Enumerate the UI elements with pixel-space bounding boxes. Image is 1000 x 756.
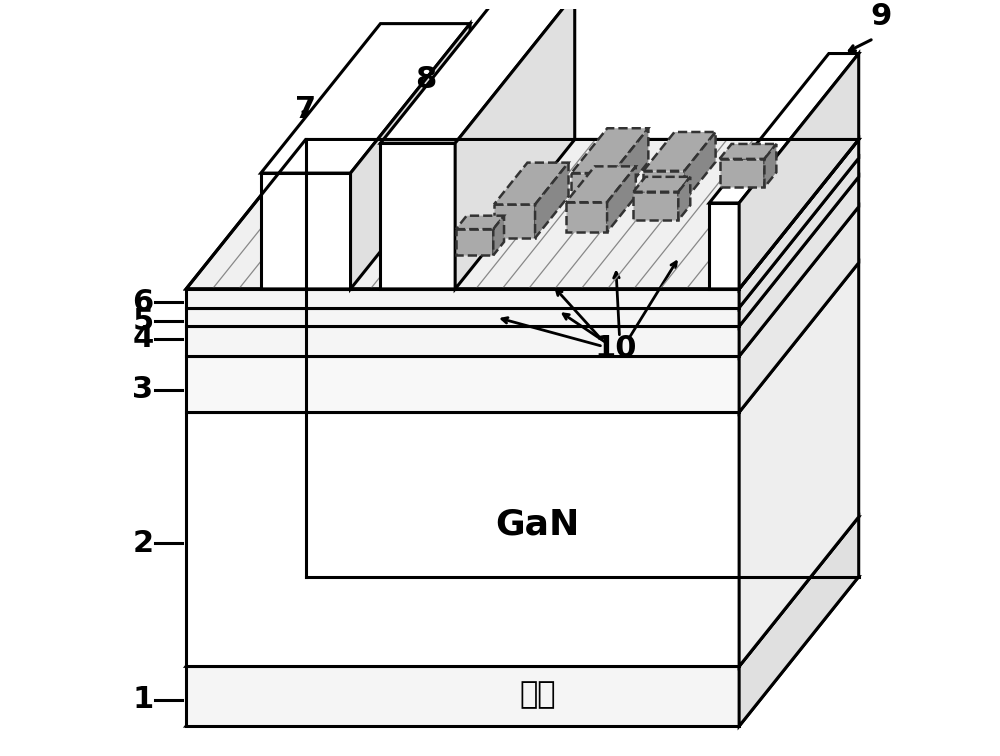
Polygon shape xyxy=(709,203,739,289)
Polygon shape xyxy=(764,144,776,187)
Polygon shape xyxy=(720,159,764,187)
Polygon shape xyxy=(739,139,859,308)
Polygon shape xyxy=(535,163,569,238)
Polygon shape xyxy=(739,177,859,356)
Polygon shape xyxy=(633,177,690,192)
Polygon shape xyxy=(456,215,504,229)
Polygon shape xyxy=(571,173,612,206)
Text: GaN: GaN xyxy=(495,507,580,541)
Polygon shape xyxy=(739,158,859,327)
Polygon shape xyxy=(186,517,859,666)
Text: 1: 1 xyxy=(132,686,153,714)
Polygon shape xyxy=(186,308,739,327)
Polygon shape xyxy=(186,666,739,726)
Polygon shape xyxy=(186,327,739,356)
Text: 8: 8 xyxy=(415,65,436,94)
Polygon shape xyxy=(685,132,716,201)
Polygon shape xyxy=(261,23,470,173)
Polygon shape xyxy=(571,129,648,173)
Polygon shape xyxy=(494,163,569,204)
Polygon shape xyxy=(494,204,535,238)
Polygon shape xyxy=(643,171,685,201)
Polygon shape xyxy=(186,577,859,726)
Polygon shape xyxy=(709,54,859,203)
Text: 衬底: 衬底 xyxy=(519,680,556,709)
Text: 7: 7 xyxy=(295,95,316,124)
Polygon shape xyxy=(739,54,859,289)
Polygon shape xyxy=(456,229,493,256)
Text: 9: 9 xyxy=(870,2,892,31)
Text: 4: 4 xyxy=(132,324,153,354)
Polygon shape xyxy=(186,139,859,289)
Text: 10: 10 xyxy=(595,334,637,363)
Polygon shape xyxy=(633,192,678,220)
Polygon shape xyxy=(261,173,351,289)
Polygon shape xyxy=(351,23,470,289)
Polygon shape xyxy=(678,177,690,220)
Polygon shape xyxy=(455,0,575,289)
Polygon shape xyxy=(380,143,455,289)
Polygon shape xyxy=(493,215,504,256)
Polygon shape xyxy=(643,132,716,171)
Polygon shape xyxy=(186,356,739,412)
Text: 5: 5 xyxy=(132,307,153,336)
Text: 2: 2 xyxy=(132,528,153,557)
Text: 3: 3 xyxy=(132,375,153,404)
Polygon shape xyxy=(739,263,859,666)
Polygon shape xyxy=(720,144,776,159)
Polygon shape xyxy=(186,412,739,666)
Polygon shape xyxy=(186,289,739,308)
Polygon shape xyxy=(566,166,636,203)
Polygon shape xyxy=(607,166,636,232)
Polygon shape xyxy=(612,129,648,206)
Text: 6: 6 xyxy=(132,288,153,317)
Polygon shape xyxy=(380,0,575,143)
Polygon shape xyxy=(566,203,607,232)
Polygon shape xyxy=(739,517,859,726)
Polygon shape xyxy=(739,206,859,412)
